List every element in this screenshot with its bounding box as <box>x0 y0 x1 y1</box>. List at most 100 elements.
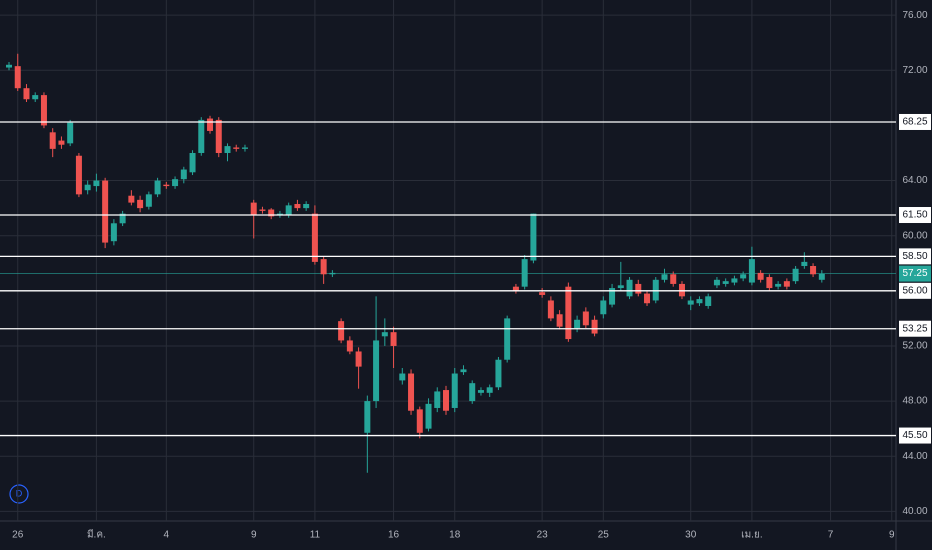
candle-body <box>705 296 712 306</box>
level-label: 61.50 <box>902 210 927 221</box>
candle-body <box>713 279 720 286</box>
candle-body <box>119 213 126 224</box>
candle-body <box>75 155 82 195</box>
candle-body <box>128 195 135 203</box>
candle-body <box>346 340 353 352</box>
candle-body <box>678 283 685 297</box>
last-price-label: 57.25 <box>902 268 927 279</box>
candle-body <box>84 184 91 191</box>
x-tick-label: 9 <box>251 530 257 541</box>
candle-body <box>180 169 187 180</box>
candle-body <box>477 390 484 393</box>
level-label: 45.50 <box>902 430 927 441</box>
candle-body <box>530 213 537 261</box>
candle-body <box>661 274 668 280</box>
candle-body <box>434 391 441 408</box>
candle-body <box>137 199 144 209</box>
candle-body <box>582 311 589 326</box>
candle-body <box>775 283 782 287</box>
candle-body <box>23 88 30 100</box>
candle-body <box>102 180 109 243</box>
candle-body <box>163 184 170 187</box>
candle-body <box>486 387 493 393</box>
candle-body <box>207 118 214 131</box>
x-tick-label: มี.ค. <box>87 529 106 541</box>
candle-body <box>198 119 205 153</box>
last-price-box <box>899 265 931 282</box>
candle-body <box>644 293 651 304</box>
candle-body <box>303 203 310 209</box>
interval-badge[interactable]: D <box>16 488 23 498</box>
level-label-box <box>899 282 931 299</box>
candle-body <box>224 146 231 153</box>
candle-body <box>329 272 336 275</box>
candle-body <box>810 266 817 275</box>
candle-body <box>792 268 799 282</box>
candle-body <box>189 152 196 173</box>
y-tick-label: 52.00 <box>902 341 927 352</box>
x-tick-label: 23 <box>537 530 549 541</box>
candle-body <box>381 332 388 337</box>
candle-body <box>617 285 624 289</box>
candle-body <box>172 179 179 187</box>
level-label-box <box>899 113 931 130</box>
candle-body <box>652 279 659 301</box>
candle-body <box>145 194 152 207</box>
candle-body <box>495 359 502 388</box>
candle-body <box>504 318 511 360</box>
candle-body <box>696 299 703 304</box>
candle-body <box>93 180 100 187</box>
level-label-box <box>899 320 931 337</box>
y-tick-label: 72.00 <box>902 65 927 76</box>
candle-body <box>373 340 380 402</box>
level-label: 58.50 <box>902 251 927 262</box>
candle-body <box>399 373 406 381</box>
y-tick-label: 44.00 <box>902 451 927 462</box>
x-tick-label: 4 <box>164 530 170 541</box>
candle-body <box>451 373 458 408</box>
candle-body <box>591 319 598 334</box>
y-tick-label: 40.00 <box>902 506 927 517</box>
y-tick-label: 60.00 <box>902 230 927 241</box>
candle-body <box>14 66 21 89</box>
candle-body <box>731 278 738 283</box>
x-tick-label: 26 <box>12 530 24 541</box>
candle-body <box>626 279 633 297</box>
level-label-box <box>899 427 931 444</box>
candle-body <box>512 286 519 291</box>
candle-body <box>574 319 581 329</box>
y-tick-label: 48.00 <box>902 396 927 407</box>
candle-body <box>320 259 327 275</box>
candle-body <box>469 383 476 402</box>
candle-body <box>740 274 747 279</box>
x-tick-label: 16 <box>388 530 400 541</box>
candle-body <box>364 401 371 433</box>
candle-body <box>670 274 677 284</box>
candle-body <box>6 64 12 68</box>
candle-body <box>355 351 362 367</box>
candle-body <box>460 369 467 373</box>
x-tick-label: 25 <box>598 530 610 541</box>
x-tick-label: 18 <box>449 530 461 541</box>
candle-body <box>425 403 432 429</box>
candle-body <box>250 202 257 216</box>
candle-body <box>635 283 642 294</box>
candle-body <box>67 122 74 144</box>
candle-body <box>801 261 808 267</box>
candle-body <box>600 300 607 315</box>
level-label: 68.25 <box>902 117 927 128</box>
candle-body <box>818 273 825 280</box>
level-label: 53.25 <box>902 323 927 334</box>
x-tick-label: 9 <box>889 530 895 541</box>
candle-body <box>233 147 240 149</box>
candle-body <box>32 95 39 100</box>
candle-body <box>416 409 423 433</box>
candle-body <box>757 272 764 280</box>
candle-body <box>154 180 161 195</box>
interval-badge-ring[interactable] <box>9 484 29 504</box>
level-label-box <box>899 248 931 265</box>
candle-body <box>215 119 222 153</box>
